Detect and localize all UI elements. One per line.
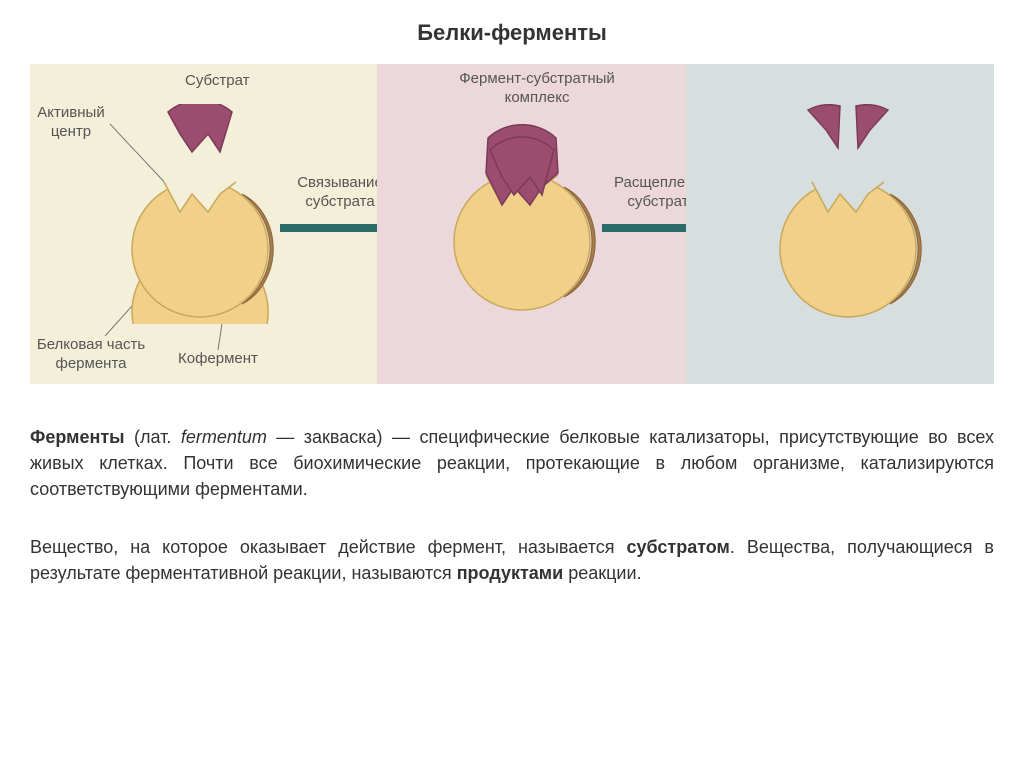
term-latin: fermentum [181, 427, 267, 447]
enzyme-stage3 [756, 104, 956, 324]
enzyme-stage1 [110, 104, 290, 324]
paragraph-1: Ферменты (лат. fermentum — закваска) — с… [30, 424, 994, 502]
term-products: продуктами [457, 563, 564, 583]
label-complex: Фермент-субстратный комплекс [437, 70, 637, 108]
page-title: Белки-ферменты [30, 20, 994, 46]
panel-1: Субстрат Активный центр Белковая часть ф… [30, 64, 377, 384]
t1b: (лат. [125, 427, 181, 447]
t2e: реакции. [563, 563, 641, 583]
enzyme-stage2 [432, 124, 612, 324]
enzyme-diagram: Субстрат Активный центр Белковая часть ф… [30, 64, 994, 384]
panel-3 [686, 64, 994, 384]
term-enzyme: Ферменты [30, 427, 125, 447]
panel-2: Фермент-субстратный комплекс Расщепление… [377, 64, 685, 384]
paragraph-2: Вещество, на которое оказывает действие … [30, 534, 994, 586]
term-substrate: субстратом [626, 537, 729, 557]
arrow-bind-label: Связывание субстрата [297, 174, 383, 212]
t2a: Вещество, на которое оказывает действие … [30, 537, 626, 557]
